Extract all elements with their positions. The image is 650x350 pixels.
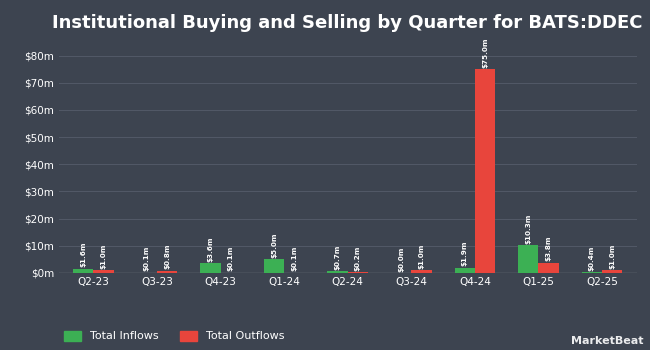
- Text: $10.3m: $10.3m: [525, 213, 531, 244]
- Text: $0.7m: $0.7m: [335, 244, 341, 270]
- Bar: [157, 271, 177, 273]
- Bar: [411, 270, 432, 273]
- Text: $1.0m: $1.0m: [101, 244, 107, 269]
- Bar: [538, 262, 559, 273]
- Text: $0.1m: $0.1m: [291, 246, 297, 271]
- Bar: [518, 245, 538, 273]
- Bar: [348, 272, 368, 273]
- Bar: [73, 269, 94, 273]
- Text: $0.1m: $0.1m: [227, 246, 234, 271]
- Text: $0.0m: $0.0m: [398, 246, 404, 272]
- Bar: [200, 263, 220, 273]
- Text: $3.6m: $3.6m: [207, 236, 213, 262]
- Text: $3.8m: $3.8m: [545, 236, 552, 261]
- Text: $0.8m: $0.8m: [164, 244, 170, 270]
- Bar: [602, 270, 623, 273]
- Title: Institutional Buying and Selling by Quarter for BATS:DDEC: Institutional Buying and Selling by Quar…: [53, 14, 643, 32]
- Text: $75.0m: $75.0m: [482, 37, 488, 68]
- Text: $5.0m: $5.0m: [271, 232, 277, 258]
- Bar: [475, 69, 495, 273]
- Bar: [94, 270, 114, 273]
- Text: $0.4m: $0.4m: [589, 245, 595, 271]
- Legend: Total Inflows, Total Outflows: Total Inflows, Total Outflows: [64, 331, 285, 341]
- Bar: [454, 268, 475, 273]
- Text: MarketBeat: MarketBeat: [571, 336, 644, 346]
- Text: $1.6m: $1.6m: [81, 242, 86, 267]
- Text: $1.0m: $1.0m: [419, 244, 424, 269]
- Text: $0.2m: $0.2m: [355, 246, 361, 271]
- Bar: [328, 271, 348, 273]
- Text: $1.9m: $1.9m: [462, 241, 468, 266]
- Bar: [264, 259, 284, 273]
- Text: $1.0m: $1.0m: [609, 244, 615, 269]
- Bar: [582, 272, 602, 273]
- Text: $0.1m: $0.1m: [144, 246, 150, 271]
